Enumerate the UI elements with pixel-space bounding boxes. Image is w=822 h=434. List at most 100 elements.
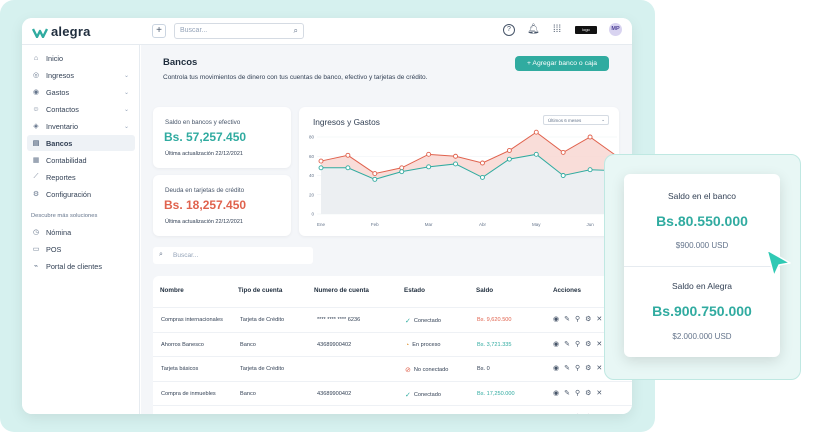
search-icon: ⌕ — [159, 251, 163, 258]
create-button[interactable]: + — [152, 24, 166, 38]
data-point[interactable] — [345, 165, 351, 171]
help-icon[interactable]: ? — [503, 23, 515, 36]
sidebar-item-inicio[interactable]: ⌂ Inicio — [27, 50, 135, 66]
close-icon[interactable]: ✕ — [596, 340, 603, 348]
sidebar-section-title: Descubre más soluciones — [31, 213, 98, 219]
data-point[interactable] — [560, 149, 566, 155]
sidebar-item-configuracin[interactable]: ⚙ Configuración — [27, 186, 135, 202]
column-header[interactable]: Acciones — [553, 287, 581, 294]
app-name: alegra — [51, 24, 91, 39]
data-point[interactable] — [587, 134, 593, 140]
series-line-0 — [320, 131, 618, 175]
chevron-down-icon: ⌄ — [601, 117, 605, 122]
data-point[interactable] — [345, 152, 351, 158]
alegra-logo-icon — [32, 27, 48, 38]
sidebar-item-gastos[interactable]: ◉ Gastos ⌄ — [27, 84, 135, 100]
data-point[interactable] — [318, 165, 324, 171]
accounts-table: Nombre Tipo de cuenta Numero de cuenta Esta… — [153, 276, 632, 414]
settings-icon[interactable]: ⚙ — [585, 316, 592, 323]
settings-icon[interactable]: ⚙ — [585, 413, 591, 414]
table-row[interactable]: Tarjeta básicos Tarjeta de Crédito ⊘ No con… — [153, 356, 632, 380]
settings-icon[interactable]: ⚙ — [585, 389, 592, 397]
view-icon[interactable]: ◉ — [553, 365, 560, 372]
edit-icon[interactable]: ✎ — [564, 413, 570, 414]
row-actions: ◉ ✎ ⚲ ⚙ ✕ — [553, 364, 602, 372]
period-select-value: Últimos 6 meses — [548, 118, 582, 123]
close-icon[interactable]: ✕ — [596, 365, 603, 372]
user-icon[interactable]: ⚲ — [574, 316, 581, 323]
balance-comparison-popup: Saldo en el banco Bs.80.550.000 $900.000… — [624, 174, 780, 357]
close-icon[interactable]: ✕ — [596, 389, 603, 397]
user-icon[interactable]: ⚲ — [574, 389, 581, 397]
column-header[interactable]: Tipo de cuenta — [238, 287, 283, 294]
page-title: Bancos — [163, 57, 198, 68]
view-icon[interactable]: ◉ — [553, 413, 559, 414]
sidebar: ⌂ Inicio ◎ Ingresos ⌄ ◉ Gastos ⌄ ☺ Contactos ⌄ ◈ Inv… — [22, 45, 140, 414]
data-point[interactable] — [372, 171, 378, 177]
sidebar-item-reportes[interactable]: ⟋ Reportes — [27, 169, 135, 185]
sidebar-item-contabilidad[interactable]: ▦ Contabilidad — [27, 152, 135, 168]
sidebar-item-contactos[interactable]: ☺ Contactos ⌄ — [27, 101, 135, 117]
add-bank-button[interactable]: + Agregar banco o caja — [515, 56, 609, 71]
data-point[interactable] — [399, 165, 405, 171]
data-point[interactable] — [399, 169, 405, 175]
settings-icon[interactable]: ⚙ — [585, 365, 592, 372]
avatar[interactable]: MP — [609, 23, 622, 36]
global-search-input[interactable]: Buscar... ⌕ — [174, 23, 304, 39]
edit-icon[interactable]: ✎ — [564, 316, 570, 323]
edit-icon[interactable]: ✎ — [564, 340, 570, 348]
data-point[interactable] — [480, 174, 485, 180]
view-icon[interactable]: ◉ — [553, 316, 560, 323]
alegra-balance-popup-usd: $2.000.000 USD — [672, 332, 732, 341]
user-icon[interactable]: ⚲ — [574, 340, 581, 348]
view-icon[interactable]: ◉ — [553, 389, 560, 397]
data-point[interactable] — [372, 176, 378, 182]
data-point[interactable] — [506, 148, 512, 153]
data-point[interactable] — [318, 158, 324, 164]
sidebar-item-inventario[interactable]: ◈ Inventario ⌄ — [27, 118, 135, 134]
logo[interactable]: alegra — [32, 24, 91, 39]
bell-icon[interactable]: 🔔︎ — [527, 23, 540, 35]
column-header[interactable]: Numero de cuenta — [314, 287, 369, 294]
edit-icon[interactable]: ✎ — [564, 389, 570, 397]
settings-icon[interactable]: ⚙ — [585, 340, 592, 348]
sidebar-item-portaldeclientes[interactable]: ⌁ Portal de clientes — [27, 258, 135, 274]
table-row[interactable]: Compras internacionales Tarjeta de Crédit… — [153, 307, 632, 331]
apps-grid-icon[interactable]: ⁞⁞⁞ — [552, 23, 562, 35]
data-point[interactable] — [533, 129, 539, 135]
data-point[interactable] — [480, 160, 485, 166]
column-header[interactable]: Nombre — [160, 287, 184, 294]
data-point[interactable] — [533, 151, 539, 157]
sidebar-item-bancos[interactable]: ▤ Bancos — [27, 135, 135, 151]
row-actions: ◉ ✎ ⚲ ⚙ ✕ — [553, 389, 602, 397]
inventory-icon: ◈ — [33, 123, 39, 130]
user-icon[interactable]: ⚲ — [574, 365, 581, 372]
alegra-balance-popup-value: Bs.900.750.000 — [652, 303, 752, 319]
sidebar-item-ingresos[interactable]: ◎ Ingresos ⌄ — [27, 67, 135, 83]
sidebar-item-nmina[interactable]: ◷ Nómina — [27, 224, 135, 240]
bank-balance-popup-value: Bs.80.550.000 — [656, 213, 748, 229]
data-point[interactable] — [453, 161, 458, 167]
status-label: Conectado — [413, 391, 441, 398]
row-actions: ◉ ✎ ⚲ ⚙ ✕ — [553, 340, 602, 348]
data-point[interactable] — [560, 173, 566, 178]
data-point[interactable] — [453, 153, 458, 159]
table-row[interactable]: Compra de inmuebles Banco 43689900402 ✓ Cone… — [153, 380, 632, 405]
column-header[interactable]: Saldo — [476, 287, 494, 294]
data-point[interactable] — [506, 156, 512, 162]
close-icon[interactable]: ✕ — [596, 316, 603, 323]
table-row[interactable]: Ahorros Banesco Banco 43689900402 ◔ En proce… — [153, 331, 632, 356]
data-point[interactable] — [587, 167, 593, 173]
period-select[interactable]: Últimos 6 meses ⌄ — [543, 115, 609, 125]
user-icon[interactable]: ⚲ — [575, 413, 580, 414]
sidebar-item-pos[interactable]: ▭ POS — [27, 241, 135, 257]
column-header[interactable]: Estado — [404, 287, 425, 294]
close-icon[interactable]: ✕ — [596, 413, 602, 414]
list-search-input[interactable]: ⌕ Buscar... — [153, 247, 313, 264]
data-point[interactable] — [426, 164, 432, 170]
edit-icon[interactable]: ✎ — [564, 365, 570, 372]
table-cell-balance: Bs. 3,721.335 — [477, 341, 512, 348]
view-icon[interactable]: ◉ — [553, 340, 560, 348]
data-point[interactable] — [426, 151, 432, 157]
